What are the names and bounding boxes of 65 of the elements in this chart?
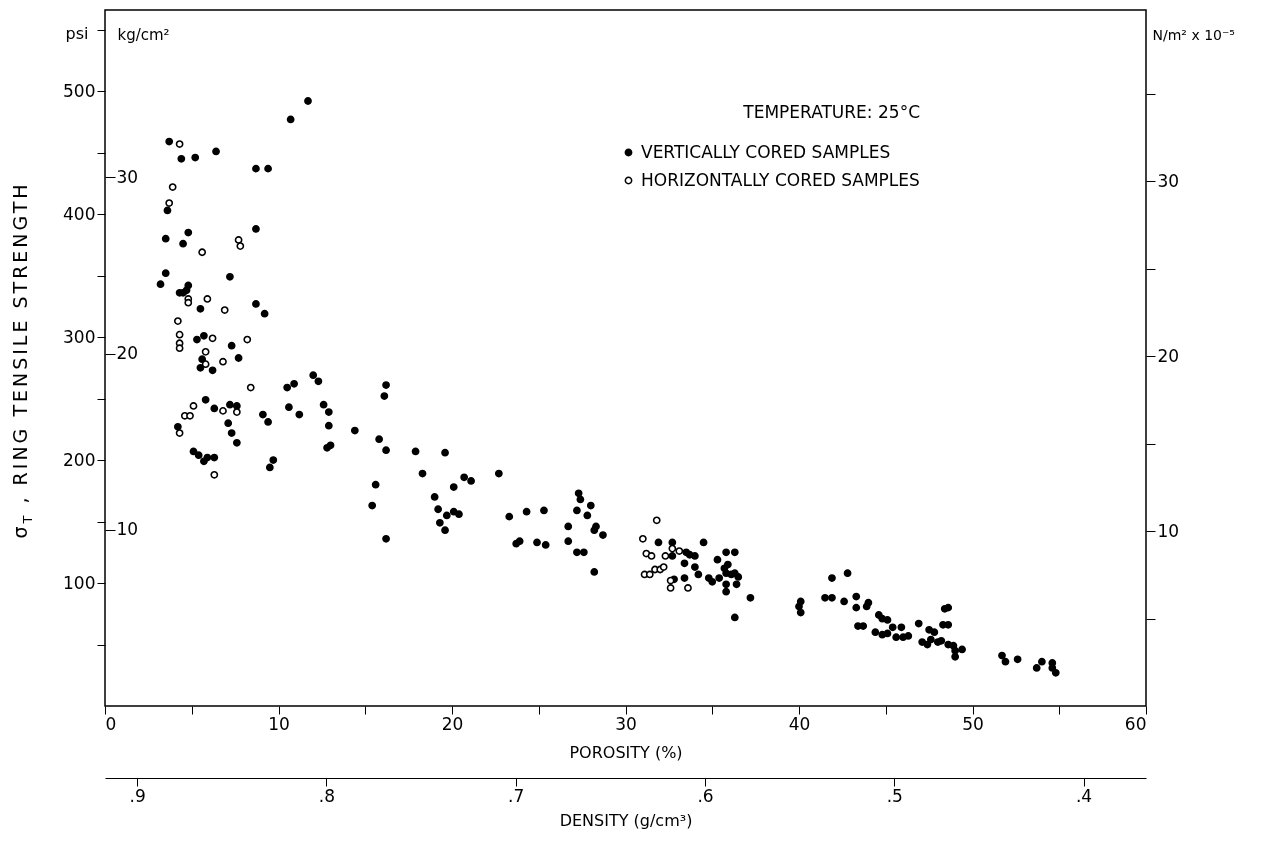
point — [208, 334, 217, 343]
point — [668, 544, 677, 553]
point — [675, 547, 684, 555]
point — [652, 516, 661, 525]
y2-axis-title: N/m² x 10⁻⁵ — [1152, 26, 1235, 43]
legend-label: HORIZONTALLY CORED SAMPLES — [641, 169, 920, 190]
x-axis-title: POROSITY (%) — [569, 742, 683, 762]
x-tick-label: 60 — [1124, 713, 1147, 734]
point — [175, 140, 184, 148]
point — [645, 570, 654, 579]
point — [175, 344, 184, 353]
x2-tick-label: .5 — [886, 785, 903, 806]
x-tick-label: 30 — [615, 713, 637, 734]
point — [219, 407, 227, 415]
point — [175, 429, 184, 437]
x2-tick-label: .4 — [1075, 785, 1093, 806]
legend-label: VERTICALLY CORED SAMPLES — [641, 141, 891, 162]
x-tick-label: 0 — [105, 713, 117, 734]
point — [201, 360, 210, 369]
y-tick-label: 100 — [63, 572, 96, 593]
y3-tick-label: 10 — [116, 519, 139, 540]
text: psi — [65, 24, 89, 43]
point — [236, 242, 245, 250]
point — [661, 552, 670, 560]
point — [232, 408, 241, 416]
point — [243, 335, 252, 344]
y2-tick-label: 30 — [1157, 170, 1180, 191]
y-tick-label: 200 — [63, 449, 96, 470]
point — [175, 330, 184, 339]
x-tick-label: 50 — [962, 713, 984, 734]
x2-tick-label: .8 — [318, 785, 336, 806]
point — [186, 411, 194, 420]
y2-tick-label: 10 — [1157, 520, 1180, 541]
point — [189, 402, 198, 410]
point — [220, 306, 229, 314]
y3-axis-title: kg/cm² — [117, 25, 170, 44]
point — [203, 295, 212, 303]
point — [666, 584, 675, 592]
point — [173, 317, 182, 325]
y-tick-label: 300 — [63, 326, 96, 347]
x2-tick-label: .7 — [508, 785, 525, 806]
x2-tick-label: .6 — [697, 785, 714, 806]
point — [210, 470, 219, 479]
y-tick-label: 400 — [63, 203, 96, 224]
x2-axis-title: DENSITY (g/cm³) — [559, 810, 693, 830]
point — [684, 584, 692, 592]
y3-tick-label: 30 — [116, 166, 139, 187]
point — [184, 298, 193, 307]
x-tick-label: 20 — [441, 713, 464, 734]
point — [165, 199, 174, 207]
point — [647, 552, 656, 560]
point — [219, 357, 227, 366]
y-tick-label: 500 — [63, 80, 96, 101]
x-tick-label: 10 — [268, 713, 290, 734]
legend-title: TEMPERATURE: 25°C — [742, 102, 920, 122]
y2-tick-label: 20 — [1157, 345, 1180, 366]
point — [168, 183, 177, 191]
point — [198, 248, 207, 257]
point — [246, 383, 255, 392]
point — [201, 347, 210, 356]
point — [666, 576, 675, 585]
y3-tick-label: 20 — [116, 343, 139, 364]
x2-tick-label: .9 — [129, 785, 146, 806]
x-tick-label: 40 — [788, 713, 811, 734]
point — [638, 534, 647, 543]
